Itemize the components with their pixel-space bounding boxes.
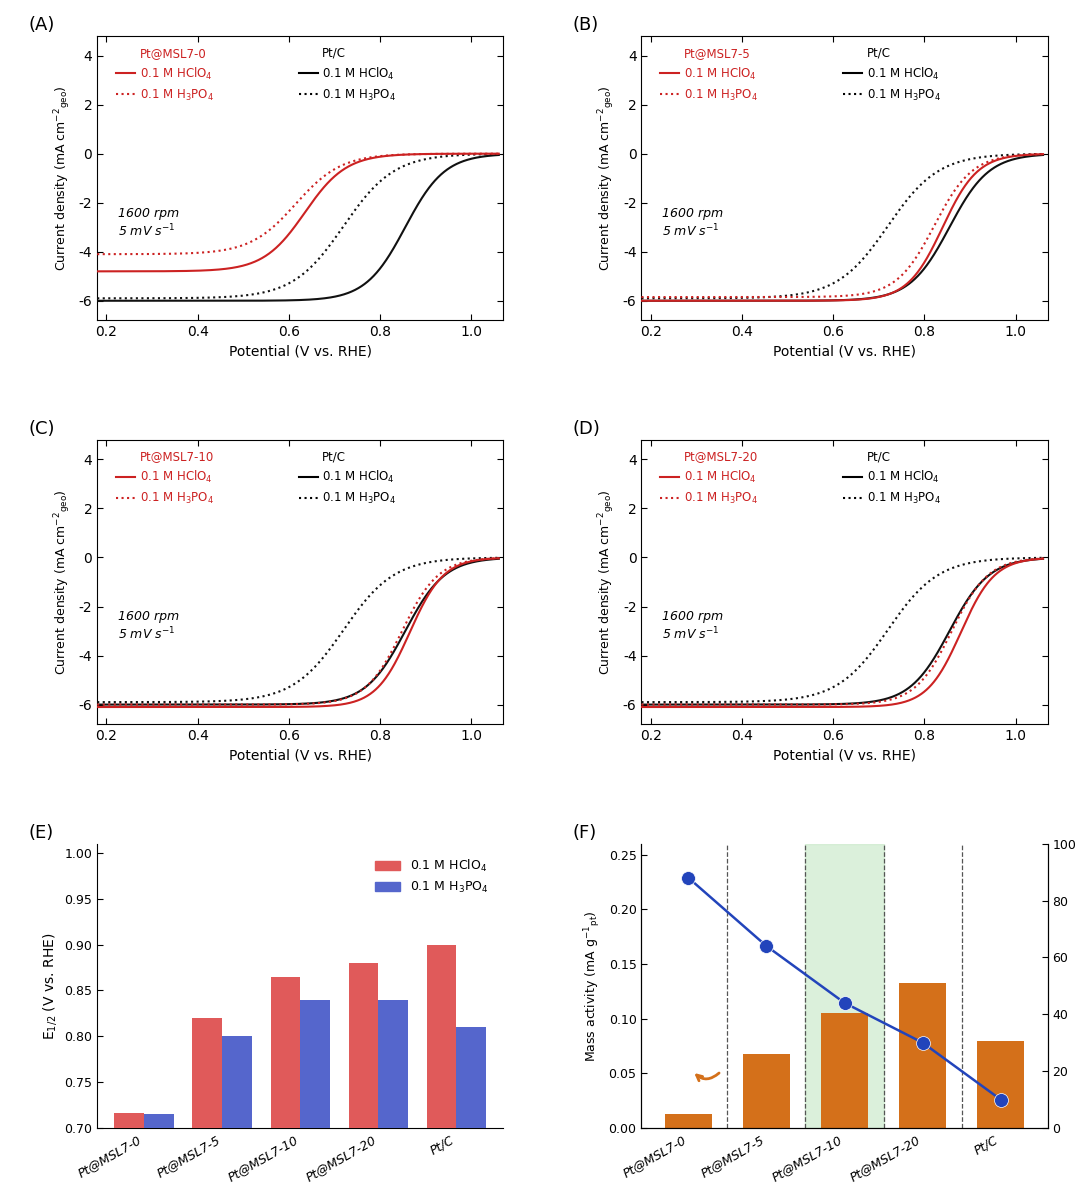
Text: 1600 rpm
5 mV s$^{-1}$: 1600 rpm 5 mV s$^{-1}$ [662, 206, 723, 239]
X-axis label: Potential (V vs. RHE): Potential (V vs. RHE) [773, 749, 916, 763]
Text: (D): (D) [572, 420, 600, 438]
Text: (B): (B) [572, 16, 598, 34]
Y-axis label: Current density (mA cm$^{-2}$$_{\mathregular{geo}}$): Current density (mA cm$^{-2}$$_{\mathreg… [596, 85, 618, 271]
Bar [457, 1027, 486, 1200]
X-axis label: Potential (V vs. RHE): Potential (V vs. RHE) [229, 344, 372, 359]
Bar [900, 983, 946, 1128]
Bar [665, 1114, 712, 1128]
Bar [271, 977, 300, 1200]
Bar [806, 844, 883, 1128]
Legend: Pt/C, 0.1 M HClO$_4$, 0.1 M H$_3$PO$_4$: Pt/C, 0.1 M HClO$_4$, 0.1 M H$_3$PO$_4$ [294, 42, 401, 107]
Text: 1600 rpm
5 mV s$^{-1}$: 1600 rpm 5 mV s$^{-1}$ [662, 611, 723, 643]
Text: (A): (A) [28, 16, 54, 34]
Legend: 0.1 M HClO$_4$, 0.1 M H$_3$PO$_4$: 0.1 M HClO$_4$, 0.1 M H$_3$PO$_4$ [369, 853, 494, 900]
Y-axis label: Current density (mA cm$^{-2}$$_{\mathregular{geo}}$): Current density (mA cm$^{-2}$$_{\mathreg… [596, 490, 618, 674]
Y-axis label: Current density (mA cm$^{-2}$$_{\mathregular{geo}}$): Current density (mA cm$^{-2}$$_{\mathreg… [53, 85, 73, 271]
Bar [977, 1040, 1024, 1128]
Text: (F): (F) [572, 823, 596, 841]
Bar [743, 1054, 789, 1128]
Bar [821, 1013, 868, 1128]
Bar [192, 1018, 222, 1200]
Y-axis label: E$_{1/2}$ (V vs. RHE): E$_{1/2}$ (V vs. RHE) [41, 932, 58, 1039]
X-axis label: Potential (V vs. RHE): Potential (V vs. RHE) [773, 344, 916, 359]
Text: (C): (C) [28, 420, 55, 438]
Text: 1600 rpm
5 mV s$^{-1}$: 1600 rpm 5 mV s$^{-1}$ [118, 206, 178, 239]
Y-axis label: Current density (mA cm$^{-2}$$_{\mathregular{geo}}$): Current density (mA cm$^{-2}$$_{\mathreg… [53, 490, 73, 674]
Bar [300, 1000, 330, 1200]
Text: 1600 rpm
5 mV s$^{-1}$: 1600 rpm 5 mV s$^{-1}$ [118, 611, 178, 643]
Legend: Pt/C, 0.1 M HClO$_4$, 0.1 M H$_3$PO$_4$: Pt/C, 0.1 M HClO$_4$, 0.1 M H$_3$PO$_4$ [294, 445, 401, 511]
Bar [427, 944, 457, 1200]
Y-axis label: Mass activity (mA g$^{-1}$$_{\mathregular{pt}}$): Mass activity (mA g$^{-1}$$_{\mathregula… [582, 910, 603, 1062]
Legend: Pt/C, 0.1 M HClO$_4$, 0.1 M H$_3$PO$_4$: Pt/C, 0.1 M HClO$_4$, 0.1 M H$_3$PO$_4$ [838, 42, 945, 107]
Bar [378, 1000, 408, 1200]
Bar [144, 1115, 174, 1200]
Bar [114, 1114, 144, 1200]
Text: (E): (E) [28, 823, 53, 841]
Bar [349, 962, 378, 1200]
X-axis label: Potential (V vs. RHE): Potential (V vs. RHE) [229, 749, 372, 763]
Bar [222, 1037, 252, 1200]
Legend: Pt/C, 0.1 M HClO$_4$, 0.1 M H$_3$PO$_4$: Pt/C, 0.1 M HClO$_4$, 0.1 M H$_3$PO$_4$ [838, 445, 945, 511]
